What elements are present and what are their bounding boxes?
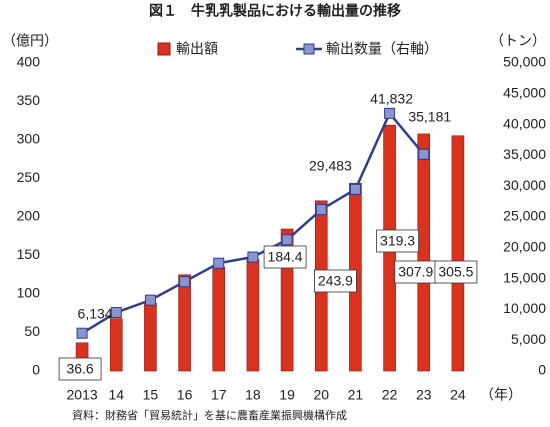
x-tick-label: 23 <box>416 387 432 403</box>
y2-tick-label: 45,000 <box>503 85 546 101</box>
y2-tick-label: 0 <box>538 362 546 378</box>
bar <box>417 133 431 372</box>
bar <box>178 274 191 372</box>
bar <box>144 302 157 372</box>
y2-tick-label: 40,000 <box>503 115 546 131</box>
point <box>110 306 122 318</box>
y-tick-label: 400 <box>17 54 41 70</box>
data-label: 29,483 <box>309 158 352 174</box>
y2-tick-label: 35,000 <box>503 146 546 162</box>
point <box>349 183 361 195</box>
point <box>384 107 396 119</box>
bar <box>109 318 123 372</box>
x-tick-label: 16 <box>177 387 193 403</box>
source-note: 資料：財務省「貿易統計」を基に農畜産業振興機構作成 <box>72 408 347 422</box>
point <box>247 251 259 263</box>
bar <box>246 259 260 372</box>
y2-tick-label: 30,000 <box>503 177 546 193</box>
x-axis-label: （年） <box>480 387 522 403</box>
x-tick-label: 20 <box>313 387 329 403</box>
y-tick-label: 150 <box>17 246 41 262</box>
x-tick-label: 14 <box>108 387 124 403</box>
data-label: 319.3 <box>380 233 415 249</box>
data-label-box <box>58 357 102 381</box>
x-tick-label: 17 <box>211 387 227 403</box>
y2-tick-label: 10,000 <box>503 300 546 316</box>
data-label-box <box>314 269 357 293</box>
y2-tick-label: 15,000 <box>503 269 546 285</box>
x-tick-label: 19 <box>279 387 295 403</box>
legend-swatch <box>303 43 315 55</box>
x-tick-label: 2013 <box>67 387 98 403</box>
y-tick-label: 100 <box>17 285 41 301</box>
chart-title: 図１ 牛乳乳製品における輸出量の推移 <box>149 3 401 19</box>
data-label: 305.5 <box>438 264 473 280</box>
data-label-box <box>434 260 478 284</box>
y-tick-label: 50 <box>24 323 40 339</box>
x-tick-label: 21 <box>348 387 364 403</box>
x-tick-label: 22 <box>382 387 398 403</box>
data-label-box <box>263 245 307 269</box>
bar <box>212 266 226 372</box>
x-tick-label: 24 <box>450 387 466 403</box>
y2-axis-label: （トン） <box>490 33 546 49</box>
data-label-box <box>376 229 419 253</box>
legend-label: 輸出額 <box>176 41 218 57</box>
x-tick-label: 18 <box>245 387 261 403</box>
y-tick-label: 0 <box>32 362 40 378</box>
data-label: 243.9 <box>318 273 353 289</box>
y-tick-label: 250 <box>17 169 41 185</box>
data-label: 307.9 <box>398 264 433 280</box>
data-label: 35,181 <box>408 109 451 125</box>
data-label: 184.4 <box>268 249 303 265</box>
data-label: 6,134 <box>78 306 113 322</box>
bar <box>451 135 465 372</box>
point <box>213 257 225 269</box>
point <box>281 234 293 246</box>
point <box>76 327 88 339</box>
y-tick-label: 300 <box>17 131 41 147</box>
y-tick-label: 350 <box>17 92 41 108</box>
x-tick-label: 15 <box>143 387 159 403</box>
point <box>315 204 327 216</box>
y2-tick-label: 25,000 <box>503 208 546 224</box>
y2-tick-label: 20,000 <box>503 239 546 255</box>
legend-swatch <box>157 42 171 56</box>
point <box>418 148 430 160</box>
data-label: 41,832 <box>370 91 413 107</box>
y2-tick-label: 50,000 <box>503 54 546 70</box>
y-axis-label: （億円） <box>2 33 58 49</box>
point <box>179 276 191 288</box>
y-tick-label: 200 <box>17 208 41 224</box>
y2-tick-label: 5,000 <box>511 331 546 347</box>
data-label: 36.6 <box>66 361 93 377</box>
point <box>144 294 156 306</box>
legend-label: 輸出数量（右軸） <box>326 41 438 57</box>
